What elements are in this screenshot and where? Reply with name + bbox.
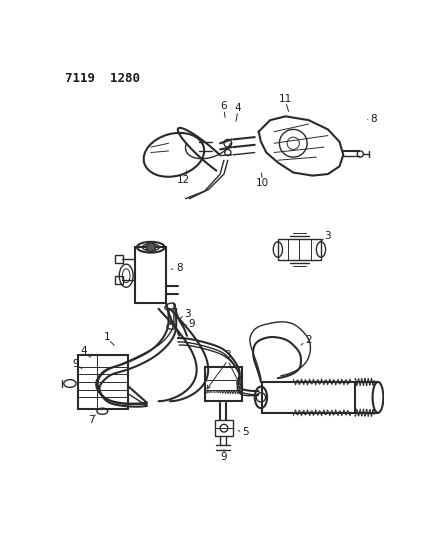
Circle shape xyxy=(146,243,155,252)
Bar xyxy=(205,367,242,401)
Text: 5: 5 xyxy=(242,427,249,437)
Bar xyxy=(116,255,123,263)
Text: 7119  1280: 7119 1280 xyxy=(65,72,140,85)
Bar xyxy=(278,239,321,260)
Text: 3: 3 xyxy=(324,231,331,241)
Text: 3: 3 xyxy=(225,350,231,360)
Bar xyxy=(135,247,166,303)
Text: 9: 9 xyxy=(221,453,227,463)
Text: 4: 4 xyxy=(235,103,241,113)
Text: 9: 9 xyxy=(73,359,80,369)
Text: 11: 11 xyxy=(279,94,292,103)
Text: 1: 1 xyxy=(104,332,110,342)
Bar xyxy=(77,355,128,409)
Text: 8: 8 xyxy=(370,114,377,124)
Text: 6: 6 xyxy=(221,101,227,111)
Text: 2: 2 xyxy=(305,335,312,345)
Bar xyxy=(262,382,355,413)
Text: 3: 3 xyxy=(184,309,190,319)
Bar xyxy=(215,421,233,436)
Text: 9: 9 xyxy=(188,319,195,329)
Bar xyxy=(116,277,123,284)
Text: 10: 10 xyxy=(256,179,269,188)
Text: 8: 8 xyxy=(176,263,183,273)
Text: 7: 7 xyxy=(88,415,95,425)
Text: 4: 4 xyxy=(80,346,87,356)
Text: 12: 12 xyxy=(177,175,190,185)
